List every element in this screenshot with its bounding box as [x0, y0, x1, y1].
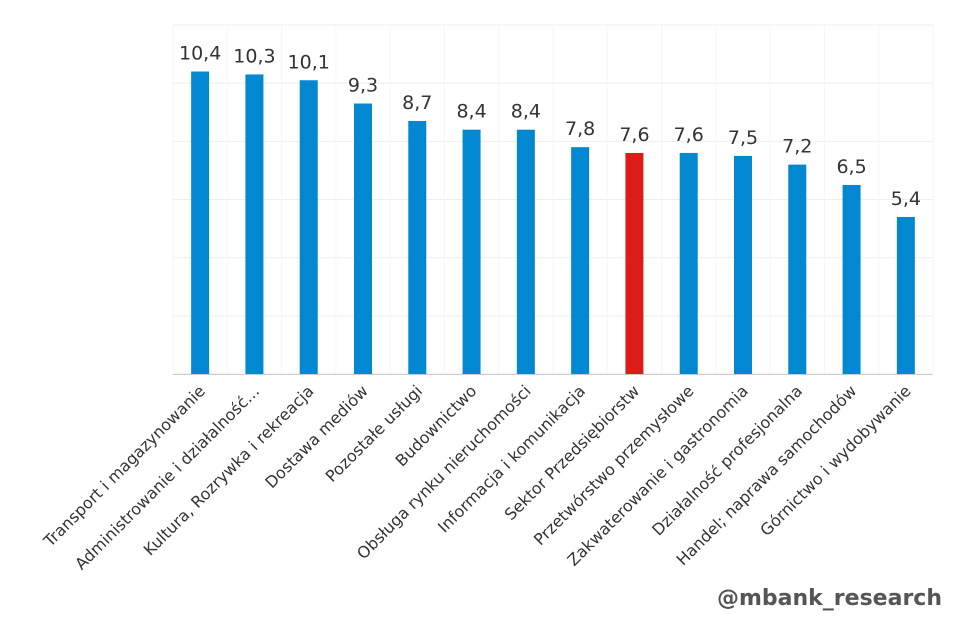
bar — [788, 164, 807, 374]
data-label: 8,7 — [402, 92, 432, 114]
category-labels: Transport i magazynowanieAdministrowanie… — [39, 381, 915, 573]
bar — [679, 152, 698, 374]
bar — [462, 129, 481, 374]
value-labels: 10,4 10,3 10,1 9,3 8,7 8,4 8,4 7,8 7,6 7,6 7,5 7,2 6… — [179, 43, 921, 210]
category-label: Dostawa mediów — [261, 381, 372, 492]
data-label: 6,5 — [836, 156, 866, 178]
bar — [299, 80, 318, 374]
bar — [734, 155, 752, 374]
data-label: 9,3 — [348, 75, 378, 97]
data-label: 8,4 — [456, 101, 486, 123]
data-label: 7,6 — [619, 124, 649, 146]
data-label: 7,5 — [728, 127, 758, 149]
bar — [842, 184, 861, 374]
data-label: 7,6 — [674, 124, 704, 146]
category-label: Pozostałe usługi — [322, 381, 426, 485]
bar — [245, 74, 264, 375]
bar — [354, 103, 372, 375]
bar — [408, 120, 427, 374]
bar — [571, 147, 590, 374]
data-label: 10,4 — [179, 43, 221, 65]
bar — [625, 152, 644, 374]
data-label: 5,4 — [891, 188, 921, 210]
data-label: 10,3 — [233, 45, 275, 67]
bar — [896, 216, 915, 374]
gridlines — [172, 24, 934, 375]
bars — [191, 71, 915, 375]
data-label: 7,8 — [565, 118, 595, 140]
data-label: 8,4 — [511, 101, 541, 123]
bar — [191, 71, 210, 375]
watermark: @mbank_research — [717, 586, 942, 611]
data-label: 7,2 — [782, 136, 812, 158]
data-label: 10,1 — [288, 51, 330, 73]
bar — [516, 129, 535, 374]
